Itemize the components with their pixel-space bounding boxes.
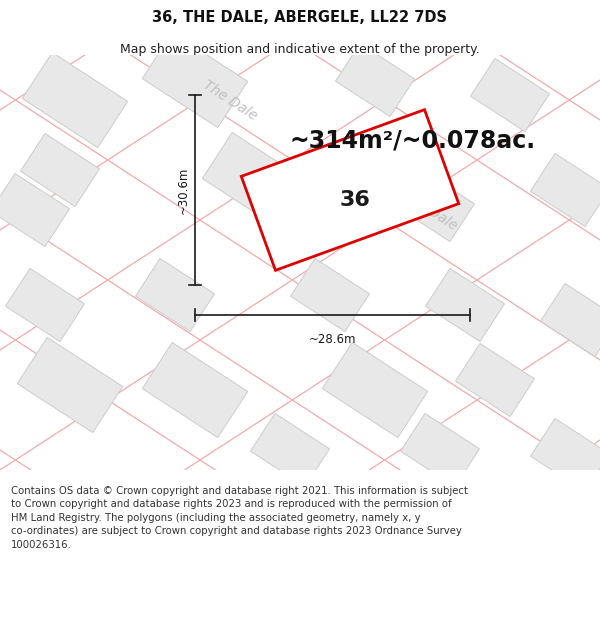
Polygon shape <box>335 43 415 117</box>
Polygon shape <box>20 133 100 207</box>
Text: ~30.6m: ~30.6m <box>176 166 190 214</box>
Polygon shape <box>425 268 505 342</box>
Text: 36, THE DALE, ABERGELE, LL22 7DS: 36, THE DALE, ABERGELE, LL22 7DS <box>152 10 448 25</box>
Text: ~314m²/~0.078ac.: ~314m²/~0.078ac. <box>290 128 536 152</box>
Polygon shape <box>5 268 85 342</box>
Polygon shape <box>202 132 308 228</box>
Text: The Dale: The Dale <box>200 78 260 122</box>
Polygon shape <box>530 153 600 227</box>
Polygon shape <box>241 109 459 271</box>
Polygon shape <box>530 418 600 492</box>
Polygon shape <box>541 283 600 357</box>
Polygon shape <box>395 168 475 242</box>
Polygon shape <box>400 413 479 487</box>
Polygon shape <box>0 173 70 247</box>
Polygon shape <box>250 413 329 487</box>
Text: Contains OS data © Crown copyright and database right 2021. This information is : Contains OS data © Crown copyright and d… <box>11 486 468 550</box>
Polygon shape <box>22 52 128 148</box>
Text: 36: 36 <box>340 190 370 210</box>
Polygon shape <box>455 343 535 417</box>
Polygon shape <box>470 58 550 132</box>
Text: The Dale: The Dale <box>400 188 460 232</box>
Polygon shape <box>142 342 248 437</box>
Text: Map shows position and indicative extent of the property.: Map shows position and indicative extent… <box>120 43 480 56</box>
Polygon shape <box>322 342 428 437</box>
Text: ~28.6m: ~28.6m <box>309 333 356 346</box>
Polygon shape <box>142 32 248 128</box>
Polygon shape <box>136 258 215 332</box>
Polygon shape <box>17 338 123 432</box>
Polygon shape <box>290 258 370 332</box>
